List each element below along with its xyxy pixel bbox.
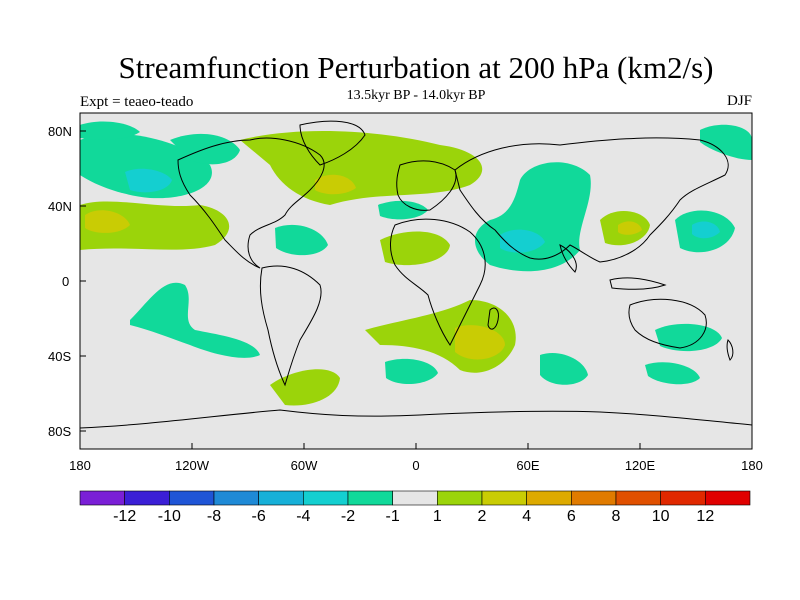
field-caribbean [275,224,328,256]
colorbar-label: 10 [651,508,670,525]
colorbar-label: 12 [696,508,715,525]
coast-greenland [299,120,366,166]
colorbar-label: 8 [611,508,621,525]
coast-north-america [177,137,325,269]
field-southern-ocean-b [540,352,588,385]
field-tasman [645,362,700,385]
colorbar-swatch [437,490,483,506]
colorbar-label: 4 [522,508,532,525]
colorbar-swatch [213,490,259,506]
coast-asia [454,137,729,263]
colorbar-swatch [258,490,304,506]
field-arctic-east [700,124,752,160]
colorbar-swatch [660,490,706,506]
colorbar-swatch [303,490,349,506]
colorbar-swatch [705,490,751,506]
coastlines [80,120,752,429]
y-tick-label: 80S [48,424,72,439]
colorbar-label: -8 [206,508,222,525]
colorbar-label: 1 [432,508,442,525]
field-south-america [270,369,340,406]
colorbar-swatch [392,490,438,506]
coast-australia [628,298,707,349]
coast-indonesia [609,277,667,290]
colorbar-swatch [124,490,170,506]
shaded-field [80,121,752,406]
chart-title: Streamfunction Perturbation at 200 hPa (… [118,50,714,85]
field-tropical-atlantic [380,231,450,266]
coast-india [559,244,577,273]
x-tick-label: 120E [624,458,656,473]
field-arctic [80,121,140,140]
colorbar-label: -2 [340,508,356,525]
field-east-asia-core [618,221,642,235]
colorbar-swatch [79,490,125,506]
field-north-pacific-core [125,168,172,193]
colorbar-label: -4 [296,508,311,525]
y-tick-label: 40N [48,199,72,214]
y-tick-label: 40S [48,349,72,364]
colorbar [79,490,751,506]
y-tick-label: 80N [48,124,72,139]
colorbar-label: -6 [251,508,266,525]
axis-ticks [79,130,753,449]
coast-south-america [259,265,322,387]
x-tick-label: 0 [412,458,420,473]
field-north-atlantic [240,130,483,205]
x-tick-label: 60E [516,458,540,473]
field-north-atlantic-core [315,174,356,195]
colorbar-swatch [571,490,617,506]
x-tick-label: 120W [175,458,209,473]
x-tick-label: 60W [290,458,318,473]
coast-africa [390,218,486,346]
coast-madagascar [487,307,499,330]
colorbar-label: -12 [113,508,137,525]
colorbar-swatch [347,490,393,506]
y-tick-label: 0 [62,274,70,289]
field-south-pacific [130,282,260,358]
colorbar-swatch [169,490,215,506]
field-south-africa-core [455,325,505,360]
field-california-core [85,210,130,233]
season-label: DJF [726,93,752,109]
x-tick-label: 180 [741,458,763,473]
field-north-pacific-outer [80,134,212,199]
coast-europe [396,160,457,211]
colorbar-label: -1 [385,508,400,525]
field-nw-pacific-core [692,221,720,239]
field-southern-ocean-a [385,358,438,385]
colorbar-swatch [615,490,661,506]
field-europe [378,200,428,220]
colorbar-swatch [526,490,572,506]
chart-subtitle: 13.5kyr BP - 14.0kyr BP [346,88,486,103]
colorbar-swatch [481,490,527,506]
colorbar-label: 2 [477,508,487,525]
experiment-label: Expt = teaeo-teado [80,94,194,110]
x-tick-label: 180 [69,458,91,473]
coast-antarctica [80,409,752,429]
colorbar-label: 6 [566,508,576,525]
colorbar-label: -10 [157,508,181,525]
coast-new-zealand [726,339,734,361]
